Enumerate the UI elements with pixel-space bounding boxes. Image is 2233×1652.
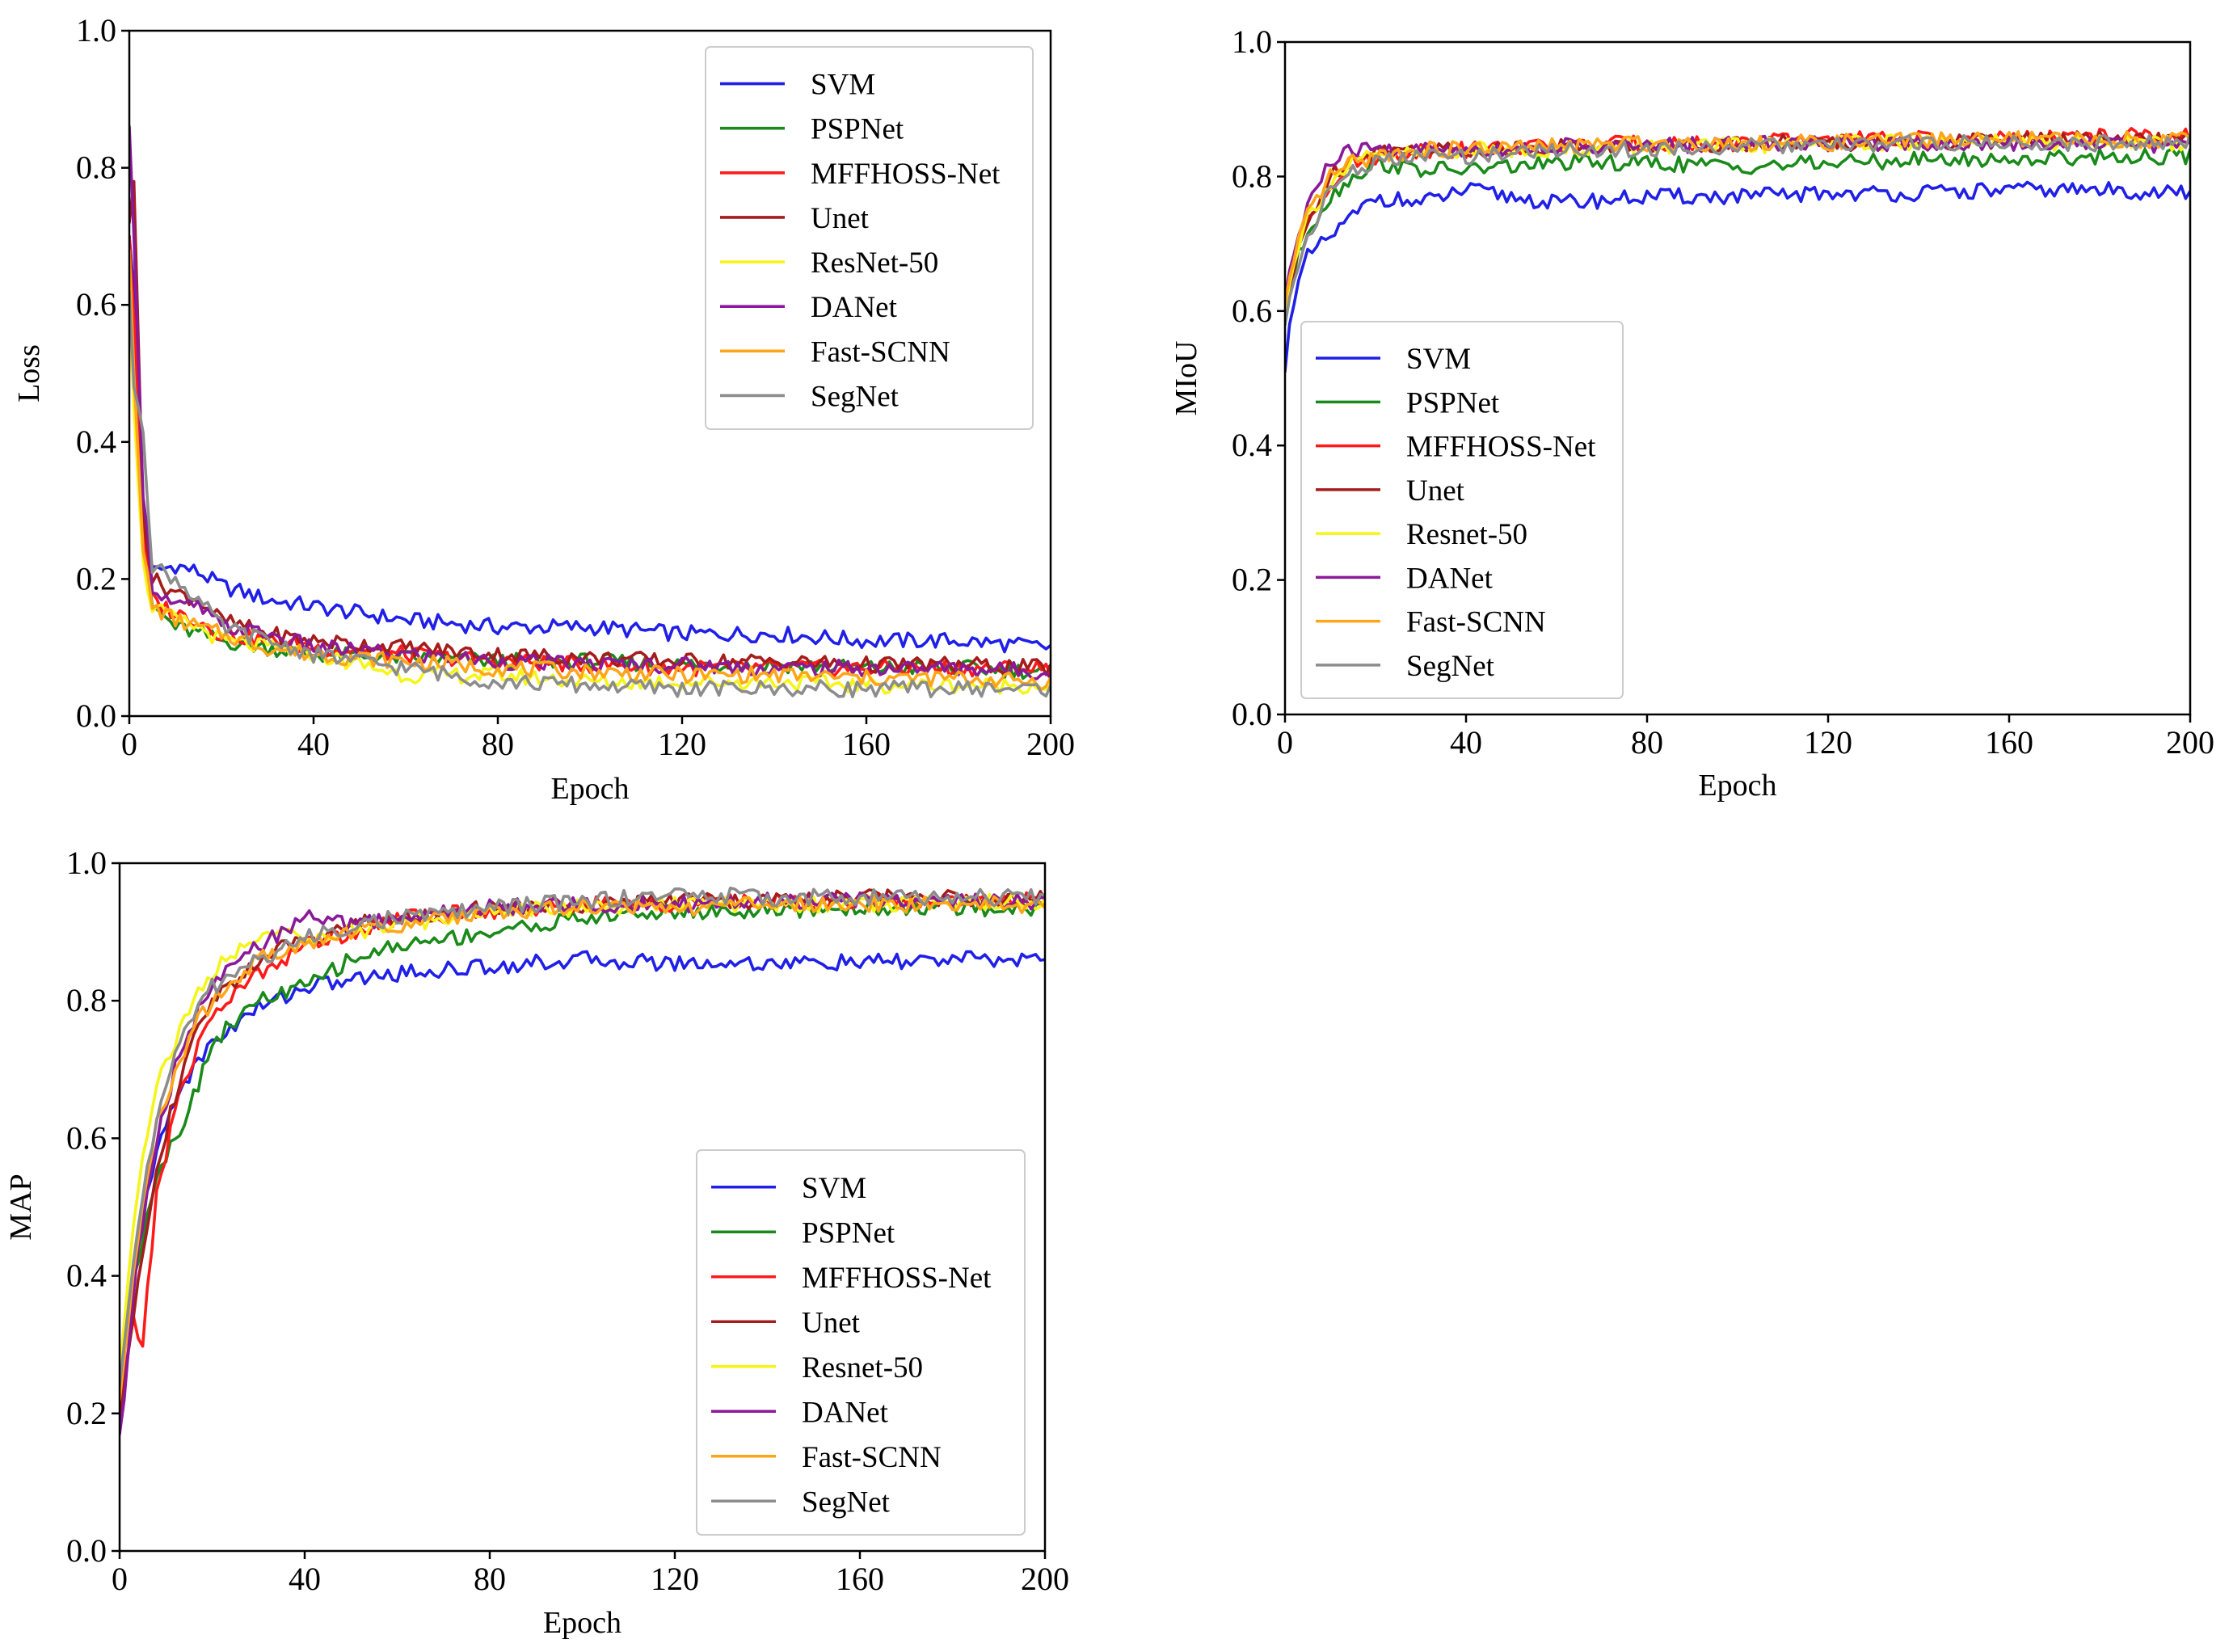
map-xtick-label: 120 [651, 1561, 699, 1597]
loss-legend-box [705, 46, 1034, 430]
loss-xtick-label: 0 [121, 726, 137, 762]
loss-x-axis-title: Epoch [550, 772, 629, 806]
loss-legend-label-segnet: SegNet [811, 380, 900, 413]
map-xtick-label: 200 [1021, 1561, 1069, 1597]
map-x-axis-title: Epoch [543, 1606, 621, 1640]
map-ytick-label: 0.0 [66, 1532, 107, 1569]
loss-legend-label-unet: Unet [811, 202, 870, 235]
map-xtick-label: 80 [474, 1561, 506, 1597]
loss-legend-label-danet: DANet [811, 291, 898, 324]
miou-series-resnet-50 [1285, 133, 2190, 313]
map-legend-label-svm: SVM [802, 1172, 866, 1205]
loss-series-segnet [129, 289, 1051, 698]
miou-legend-label-svm: SVM [1406, 343, 1471, 376]
miou-legend-label-pspnet: PSPNet [1406, 386, 1500, 419]
map-xtick-label: 40 [289, 1561, 321, 1597]
miou-legend-label-fast-scnn: Fast-SCNN [1406, 606, 1546, 639]
loss-ytick-label: 0.6 [76, 286, 116, 322]
map-y-axis-title: MAP [4, 1174, 38, 1240]
loss-series-danet [129, 124, 1051, 681]
miou-legend-box [1300, 321, 1624, 699]
map-xtick-label: 160 [836, 1561, 884, 1597]
miou-series-group [1285, 127, 2190, 373]
loss-ytick-label: 0.0 [76, 697, 116, 734]
map-legend-label-unet: Unet [802, 1306, 861, 1339]
map-series-fast-scnn [120, 895, 1045, 1401]
loss-xtick-label: 120 [658, 726, 706, 762]
miou-plot-frame [1283, 40, 2192, 716]
loss-series-fast-scnn [129, 248, 1051, 691]
map-legend-label-mffhoss-net: MFFHOSS-Net [802, 1262, 992, 1295]
map-plot-frame [118, 862, 1047, 1553]
miou-legend-label-resnet-50: Resnet-50 [1406, 518, 1527, 551]
map-series-segnet [120, 887, 1045, 1388]
map-legend: SVM PSPNet MFFHOSS-Net Unet Resnet-50 DANet Fa… [696, 1149, 1026, 1536]
loss-chart: 0 40 80 120 160 200 0.0 0.2 0.4 0.6 0.8 1.0 Epoch Los… [12, 12, 1075, 806]
loss-plot-frame [128, 29, 1052, 718]
map-ytick-label: 0.4 [66, 1258, 107, 1294]
miou-legend-label-unet: Unet [1406, 474, 1465, 508]
map-legend-box [696, 1149, 1026, 1536]
map-ytick-label: 1.0 [66, 845, 107, 881]
loss-legend-label-fast-scnn: Fast-SCNN [811, 335, 950, 369]
miou-xtick-label: 0 [1277, 724, 1293, 761]
miou-series-pspnet [1285, 147, 2190, 327]
loss-ytick-label: 0.4 [76, 424, 116, 460]
miou-legend-label-danet: DANet [1406, 562, 1494, 595]
loss-legend-label-mffhoss-net: MFFHOSS-Net [811, 158, 1001, 191]
miou-ytick-label: 0.8 [1232, 158, 1272, 194]
map-legend-label-segnet: SegNet [802, 1486, 891, 1519]
loss-ytick-label: 0.2 [76, 560, 116, 596]
miou-series-segnet [1285, 133, 2190, 327]
miou-y-axis-title: MIoU [1169, 341, 1203, 416]
miou-ytick-label: 0.2 [1232, 562, 1272, 598]
loss-y-axis-title: Loss [12, 344, 46, 402]
miou-ytick-label: 0.0 [1232, 696, 1272, 732]
map-chart: 0 40 80 120 160 200 0.0 0.2 0.4 0.6 0.8 1.0 Epoch MAP… [4, 845, 1069, 1640]
miou-xtick-label: 120 [1804, 724, 1852, 761]
loss-xtick-label: 80 [482, 726, 514, 762]
miou-series-svm [1285, 180, 2190, 373]
map-ytick-label: 0.2 [66, 1395, 107, 1431]
miou-xtick-label: 80 [1631, 724, 1663, 761]
map-legend-label-danet: DANet [802, 1396, 889, 1429]
loss-xtick-label: 160 [842, 726, 891, 762]
map-legend-label-pspnet: PSPNet [802, 1216, 895, 1250]
miou-legend-label-segnet: SegNet [1406, 650, 1495, 683]
miou-x-axis-title: Epoch [1698, 769, 1776, 803]
miou-xtick-label: 160 [1985, 724, 2033, 761]
loss-xtick-label: 40 [297, 726, 330, 762]
map-series-svm [120, 950, 1045, 1381]
miou-ytick-label: 0.4 [1232, 427, 1272, 463]
miou-ytick-label: 1.0 [1232, 23, 1272, 60]
miou-legend: SVM PSPNet MFFHOSS-Net Unet Resnet-50 DANet Fa… [1300, 321, 1624, 699]
map-series-group [120, 887, 1045, 1436]
miou-series-danet [1285, 133, 2190, 299]
loss-legend-label-svm: SVM [811, 69, 875, 102]
map-ytick-label: 0.6 [66, 1119, 107, 1156]
loss-ytick-label: 1.0 [76, 12, 116, 48]
loss-legend-label-pspnet: PSPNet [811, 113, 904, 146]
loss-series-svm [129, 234, 1051, 654]
miou-chart: 0 40 80 120 160 200 0.0 0.2 0.4 0.6 0.8 1.0 Epoch MIo… [1169, 23, 2214, 803]
miou-xtick-label: 200 [2166, 724, 2214, 761]
map-legend-label-fast-scnn: Fast-SCNN [802, 1441, 942, 1474]
loss-legend-label-resnet-50: ResNet-50 [811, 247, 938, 280]
miou-xtick-label: 40 [1450, 724, 1482, 761]
miou-legend-label-mffhoss-net: MFFHOSS-Net [1406, 431, 1596, 464]
map-xtick-label: 0 [112, 1561, 128, 1597]
loss-series-group [129, 124, 1051, 698]
loss-ytick-label: 0.8 [76, 150, 116, 186]
loss-legend: SVM PSPNet MFFHOSS-Net Unet ResNet-50 DANet Fa… [705, 46, 1034, 430]
miou-ytick-label: 0.6 [1232, 293, 1272, 329]
map-legend-label-resnet-50: Resnet-50 [802, 1351, 923, 1384]
map-ytick-label: 0.8 [66, 982, 107, 1018]
miou-series-unet [1285, 130, 2190, 319]
loss-xtick-label: 200 [1026, 726, 1075, 762]
